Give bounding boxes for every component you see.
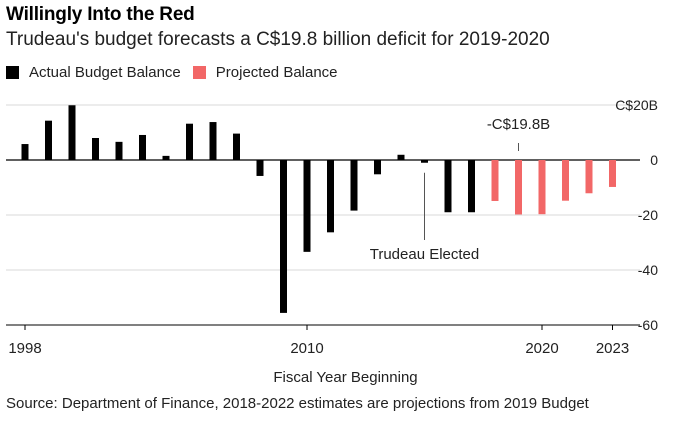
bar-0-2012 <box>350 160 358 211</box>
x-tick-label-1: 2010 <box>290 340 323 357</box>
bar-0-2002 <box>115 141 123 160</box>
x-axis: 1998 2010 2020 2023 <box>6 324 640 357</box>
source-note: Source: Department of Finance, 2018-2022… <box>6 395 589 412</box>
bar-0-2004 <box>162 155 170 160</box>
bar-1-2018 <box>491 160 499 201</box>
y-tick-label-3: -40 <box>638 262 658 278</box>
legend-item-projected: Projected Balance <box>192 63 338 81</box>
bar-0-2007 <box>233 133 240 160</box>
y-tick-label-4: -60 <box>638 317 658 333</box>
bar-0-1998 <box>21 144 29 160</box>
y-axis: C$20B 0 -20 -40 -60 <box>615 97 658 333</box>
legend-label-actual: Actual Budget Balance <box>29 63 181 81</box>
legend-swatch-projected <box>192 65 206 79</box>
bar-0-2015 <box>421 160 428 163</box>
y-tick-label-2: -20 <box>638 207 658 223</box>
bar-0-2001 <box>92 138 99 160</box>
bar-1-2022 <box>585 160 593 194</box>
legend: Actual Budget Balance Projected Balance <box>6 62 350 82</box>
y-tick-label-0: C$20B <box>615 97 658 113</box>
bar-0-2000 <box>68 105 76 160</box>
bar-0-2011 <box>327 160 334 233</box>
bar-0-2013 <box>374 160 381 175</box>
bar-1-2019 <box>515 160 522 215</box>
bar-0-1999 <box>45 120 52 160</box>
legend-label-projected: Projected Balance <box>215 63 338 81</box>
x-axis-title: Fiscal Year Beginning <box>273 369 418 386</box>
bar-1-2020 <box>538 160 546 215</box>
bar-0-2014 <box>397 154 405 160</box>
bar-0-2009 <box>280 160 287 313</box>
annotation-label-0: -C$19.8B <box>487 116 550 133</box>
annotation-label-1: Trudeau Elected <box>370 246 480 263</box>
bar-1-2021 <box>562 160 569 201</box>
bar-0-2008 <box>256 160 264 176</box>
bar-0-2017 <box>468 160 475 213</box>
bar-0-2010 <box>303 160 311 252</box>
x-tick-label-2: 2020 <box>525 340 558 357</box>
bars <box>21 105 616 313</box>
chart-title: Willingly Into the Red <box>6 4 195 25</box>
legend-item-actual: Actual Budget Balance <box>6 64 181 81</box>
bar-0-2016 <box>444 160 452 213</box>
gridlines <box>6 104 640 326</box>
annotations: -C$19.8B Trudeau Elected <box>370 116 550 263</box>
x-tick-label-0: 1998 <box>8 340 41 357</box>
legend-swatch-actual <box>6 65 19 79</box>
y-tick-label-1: 0 <box>650 152 658 168</box>
bar-0-2005 <box>186 123 193 160</box>
bar-0-2006 <box>209 122 217 160</box>
bar-0-2003 <box>139 134 146 160</box>
x-tick-label-3: 2023 <box>596 340 629 357</box>
bar-1-2023 <box>609 160 616 187</box>
chart-subtitle: Trudeau's budget forecasts a C$19.8 bill… <box>6 29 550 50</box>
